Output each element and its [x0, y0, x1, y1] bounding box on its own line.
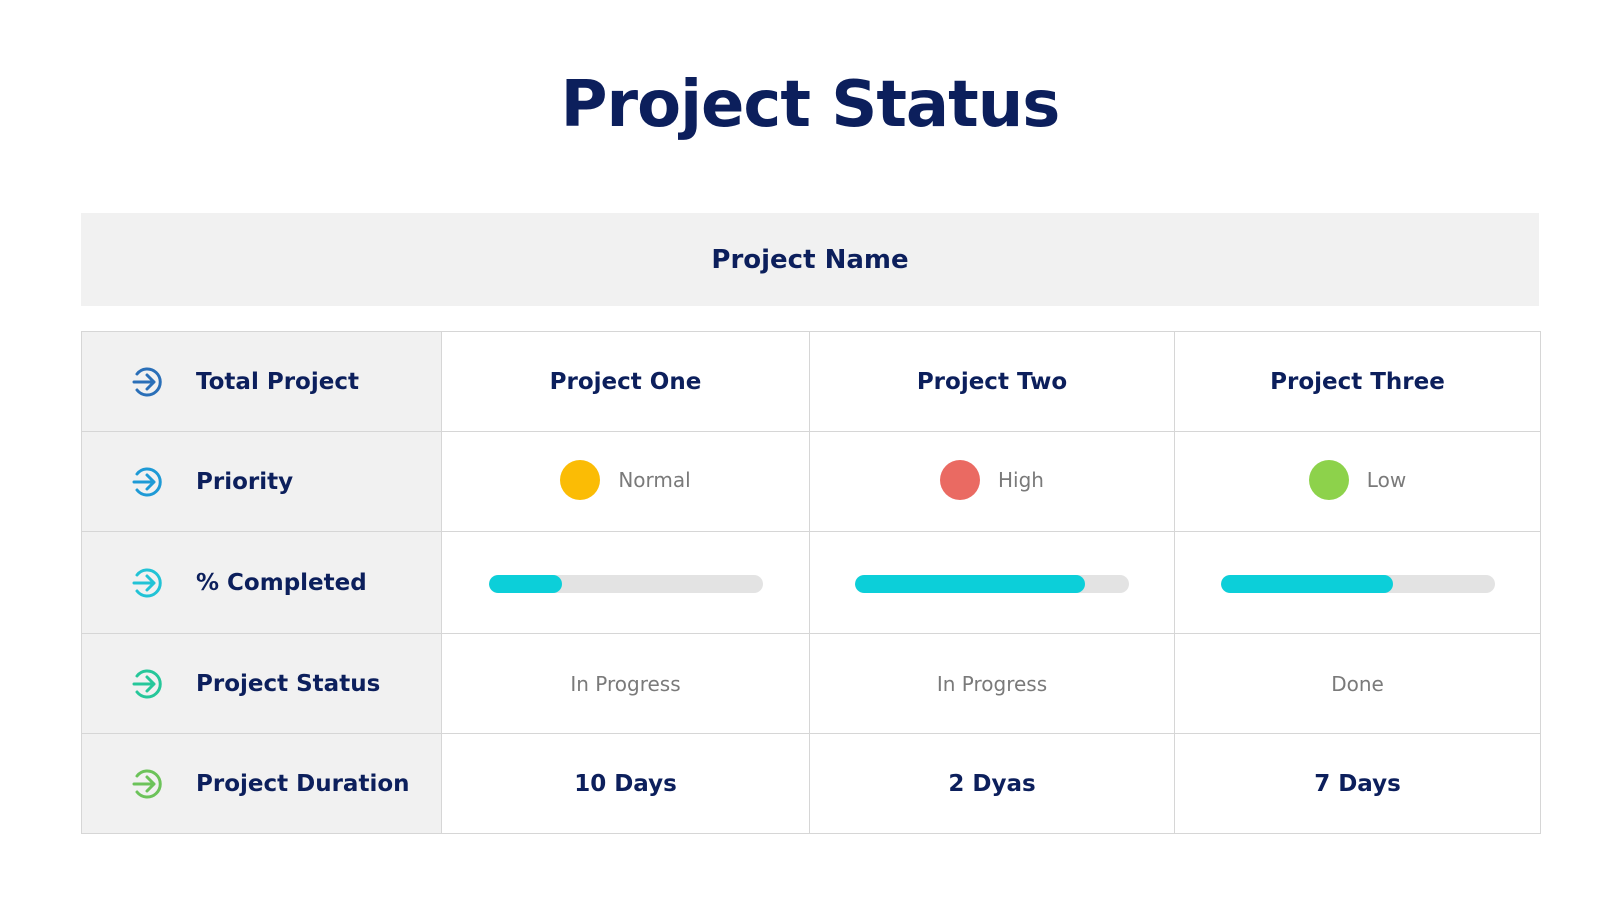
priority-label: Low	[1366, 467, 1407, 492]
priority-label: High	[998, 467, 1044, 492]
priority-dot	[560, 459, 601, 500]
table-cell	[809, 531, 1175, 634]
row-label: Priority	[196, 468, 294, 495]
table-row: Total Project Project One Project Two Proje…	[81, 331, 1541, 432]
priority-indicator: Normal	[560, 459, 691, 500]
arrow-circle-right-icon	[132, 367, 162, 396]
table-row: Project Duration 10 Days 2 Dyas 7 Days	[81, 733, 1541, 834]
table-row: Priority Normal High Low	[81, 431, 1541, 532]
table-row: % Completed	[81, 531, 1541, 634]
table-cell: Project Three	[1174, 331, 1541, 432]
table-cell	[1174, 531, 1541, 634]
table-row: Project Status In Progress In Progress Done	[81, 633, 1541, 734]
table-cell: Project One	[441, 331, 810, 432]
priority-indicator: High	[940, 459, 1044, 500]
table-cell: Normal	[441, 431, 810, 532]
project-name-label: Project Name	[711, 244, 909, 275]
table-cell: High	[809, 431, 1175, 532]
row-label: Total Project	[196, 368, 359, 395]
table-cell: In Progress	[809, 633, 1175, 734]
duration-text: 2 Dyas	[948, 770, 1036, 797]
arrow-circle-right-icon	[132, 467, 162, 496]
table-cell: Done	[1174, 633, 1541, 734]
table-cell: 10 Days	[441, 733, 810, 834]
status-text: In Progress	[936, 671, 1048, 696]
row-label-cell: % Completed	[81, 531, 442, 634]
row-label-cell: Total Project	[81, 331, 442, 432]
progress-fill	[488, 574, 563, 593]
table-cell: Low	[1174, 431, 1541, 532]
project-status-table: Total Project Project One Project Two Proje…	[81, 331, 1541, 834]
arrow-circle-right-icon	[132, 669, 162, 698]
duration-text: 7 Days	[1314, 770, 1401, 797]
progress-bar	[1220, 574, 1495, 593]
row-label: % Completed	[196, 569, 367, 596]
progress-bar	[488, 574, 763, 593]
project-name-header: Project Name	[81, 213, 1539, 306]
row-label: Project Duration	[196, 770, 410, 797]
table-cell: In Progress	[441, 633, 810, 734]
progress-fill	[1220, 574, 1394, 593]
duration-text: 10 Days	[574, 770, 677, 797]
table-cell	[441, 531, 810, 634]
progress-bar	[855, 574, 1129, 593]
project-name: Project One	[549, 368, 702, 395]
priority-dot	[1308, 459, 1349, 500]
priority-label: Normal	[618, 467, 691, 492]
row-label: Project Status	[196, 670, 381, 697]
project-name: Project Three	[1270, 368, 1445, 395]
priority-indicator: Low	[1308, 459, 1407, 500]
priority-dot	[940, 459, 981, 500]
arrow-circle-right-icon	[132, 769, 162, 798]
page-title: Project Status	[560, 68, 1061, 142]
table-cell: 7 Days	[1174, 733, 1541, 834]
arrow-circle-right-icon	[132, 568, 162, 597]
table-cell: Project Two	[809, 331, 1175, 432]
progress-fill	[855, 574, 1086, 593]
project-name: Project Two	[916, 368, 1068, 395]
row-label-cell: Priority	[81, 431, 442, 532]
table-cell: 2 Dyas	[809, 733, 1175, 834]
status-text: Done	[1331, 671, 1384, 696]
row-label-cell: Project Duration	[81, 733, 442, 834]
row-label-cell: Project Status	[81, 633, 442, 734]
status-text: In Progress	[570, 671, 681, 696]
